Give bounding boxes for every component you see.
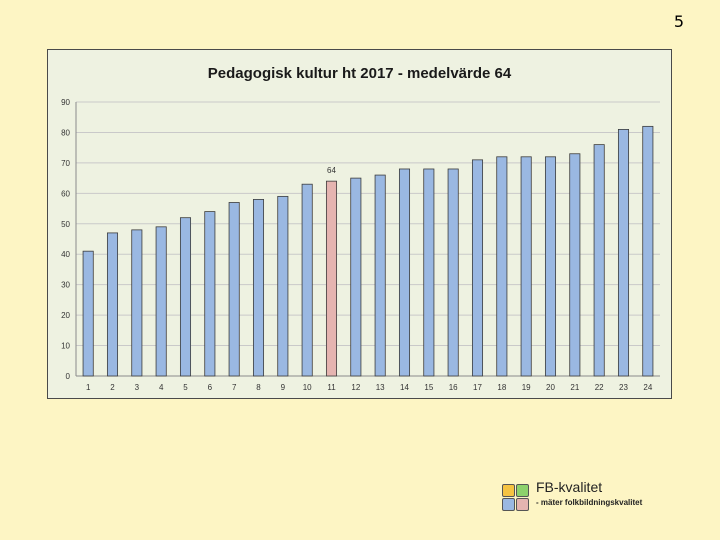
- bar: [82, 250, 94, 377]
- bar: [106, 232, 119, 377]
- bar-highlight: [325, 180, 338, 377]
- x-tick-label: 11: [327, 383, 336, 392]
- x-tick-label: 10: [303, 383, 312, 392]
- x-tick-label: 16: [449, 383, 458, 392]
- y-tick-label: 40: [61, 250, 70, 259]
- bar: [423, 168, 435, 377]
- x-tick-label: 2: [110, 383, 115, 392]
- x-tick-label: 4: [159, 383, 164, 392]
- x-tick-label: 9: [281, 383, 286, 392]
- page-number: 5: [673, 12, 684, 31]
- x-tick-label: 22: [595, 383, 604, 392]
- bar: [131, 229, 143, 377]
- bar: [179, 217, 192, 377]
- bar: [520, 156, 532, 377]
- bar: [252, 199, 265, 377]
- bar: [496, 156, 508, 377]
- chart-container: Pedagogisk kultur ht 2017 - medelvärde 6…: [47, 49, 672, 399]
- x-tick-label: 24: [643, 383, 652, 392]
- bar: [544, 156, 557, 377]
- bar: [155, 226, 167, 377]
- y-tick-label: 80: [61, 128, 70, 137]
- y-tick-label: 90: [61, 98, 70, 107]
- y-tick-label: 0: [66, 372, 71, 381]
- logo-square-green: [516, 484, 529, 497]
- y-tick-label: 50: [61, 220, 70, 229]
- x-tick-label: 6: [208, 383, 213, 392]
- bar: [617, 129, 630, 377]
- bar: [301, 183, 313, 377]
- bar: [374, 174, 386, 377]
- bar: [593, 144, 605, 377]
- bar: [447, 168, 459, 377]
- bar: [204, 211, 216, 377]
- y-tick-label: 70: [61, 159, 70, 168]
- bar: [398, 168, 411, 377]
- bar: [228, 202, 240, 377]
- data-label: 64: [327, 166, 336, 175]
- x-tick-label: 8: [256, 383, 261, 392]
- x-tick-label: 20: [546, 383, 555, 392]
- x-tick-label: 14: [400, 383, 409, 392]
- x-tick-label: 3: [135, 383, 140, 392]
- x-tick-label: 1: [86, 383, 91, 392]
- x-tick-label: 21: [570, 383, 579, 392]
- x-tick-label: 17: [473, 383, 482, 392]
- x-tick-label: 15: [424, 383, 433, 392]
- y-tick-label: 30: [61, 281, 70, 290]
- x-tick-label: 13: [376, 383, 385, 392]
- x-tick-label: 12: [351, 383, 360, 392]
- logo-square-yellow: [502, 484, 515, 497]
- bar: [471, 159, 484, 377]
- logo-square-pink: [516, 498, 529, 511]
- y-tick-label: 60: [61, 189, 70, 198]
- logo-name: FB-kvalitet: [536, 479, 603, 495]
- bar: [642, 125, 654, 377]
- logo-tagline: - mäter folkbildningskvalitet: [536, 498, 643, 507]
- x-tick-label: 7: [232, 383, 237, 392]
- logo-square-blue: [502, 498, 515, 511]
- x-tick-label: 18: [497, 383, 506, 392]
- bar: [277, 195, 289, 377]
- y-tick-label: 10: [61, 342, 70, 351]
- y-tick-label: 20: [61, 311, 70, 320]
- x-tick-label: 19: [522, 383, 531, 392]
- x-tick-label: 5: [183, 383, 188, 392]
- bar: [350, 177, 362, 377]
- chart-title: Pedagogisk kultur ht 2017 - medelvärde 6…: [207, 65, 512, 82]
- bar: [569, 153, 581, 377]
- fb-kvalitet-logo: FB-kvalitet - mäter folkbildningskvalite…: [502, 479, 702, 515]
- x-tick-label: 23: [619, 383, 628, 392]
